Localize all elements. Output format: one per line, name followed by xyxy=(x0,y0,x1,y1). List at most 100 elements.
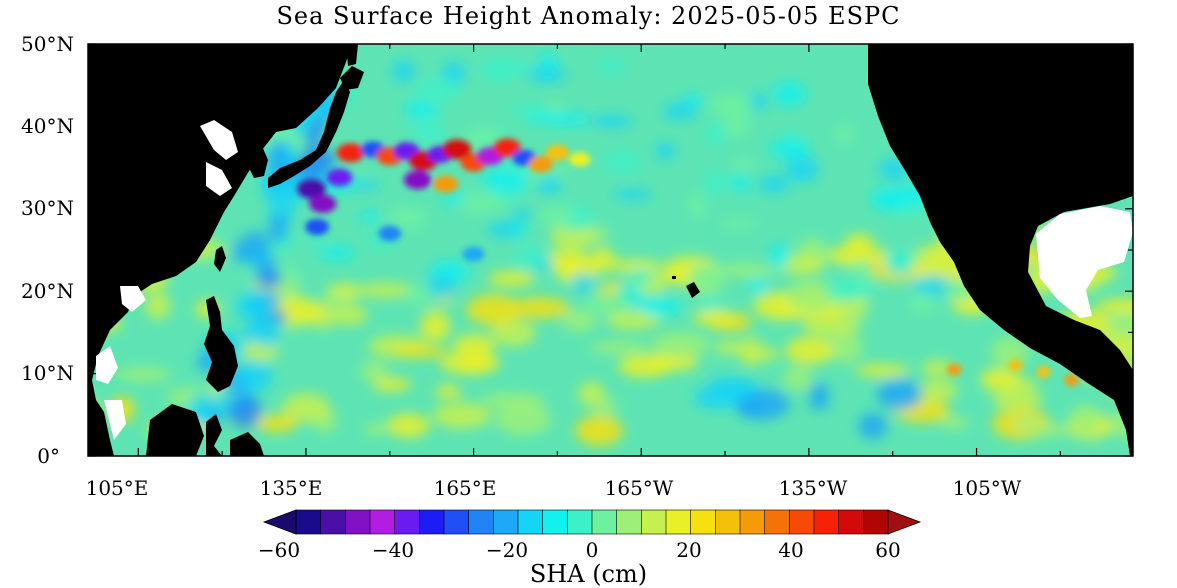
lon-tick-label: 135°W xyxy=(778,476,848,500)
sha-patch xyxy=(420,311,451,342)
sha-patch xyxy=(718,385,758,399)
sha-patch xyxy=(583,292,629,317)
sha-patch xyxy=(772,81,807,107)
sha-patch xyxy=(282,393,331,423)
sha-patch xyxy=(785,280,837,313)
sha-patch xyxy=(346,178,380,191)
sha-patch xyxy=(592,397,617,417)
sha-patch xyxy=(404,100,439,119)
lat-tick-label: 0° xyxy=(37,444,60,468)
sha-patch xyxy=(828,331,863,364)
sha-patch xyxy=(409,117,448,144)
land-sulawesi xyxy=(206,414,222,456)
lat-tick-label: 50°N xyxy=(21,32,74,56)
axis-ticks xyxy=(88,43,1133,457)
sha-patch xyxy=(495,403,551,435)
lat-tick-label: 20°N xyxy=(21,279,74,303)
colorbar-label: SHA (cm) xyxy=(529,560,648,588)
sha-patch xyxy=(911,292,935,314)
sha-eddy xyxy=(433,175,459,193)
colorbar xyxy=(262,509,922,535)
sha-patch xyxy=(457,192,506,214)
sha-patch xyxy=(538,204,575,228)
sha-patch xyxy=(699,295,724,312)
sha-patch xyxy=(301,143,335,178)
sha-patch xyxy=(439,352,501,375)
sha-patch xyxy=(704,121,727,147)
sha-patch xyxy=(785,155,819,183)
sha-eddy xyxy=(947,363,962,376)
colorbar-swatch xyxy=(789,509,815,535)
sha-patch xyxy=(826,246,889,264)
sha-eddy xyxy=(493,138,521,158)
sha-patch xyxy=(364,423,388,436)
sha-patch xyxy=(466,294,521,326)
sha-patch xyxy=(981,367,1021,388)
land-hawaii-small xyxy=(672,276,676,279)
sha-patch xyxy=(715,264,776,278)
sha-patch xyxy=(785,336,835,365)
colorbar-swatch xyxy=(591,509,618,535)
land-korea xyxy=(248,146,268,178)
sha-patch xyxy=(655,142,676,160)
sha-patch xyxy=(921,359,955,377)
sha-patch xyxy=(783,366,813,391)
colorbar-swatch xyxy=(641,509,667,535)
sha-patch xyxy=(359,211,382,223)
sha-patch xyxy=(487,271,536,287)
sha-patch xyxy=(913,275,953,298)
sha-eddy xyxy=(568,152,591,167)
sha-patch xyxy=(629,267,654,286)
sha-patch xyxy=(1069,404,1102,436)
sha-patch xyxy=(479,57,520,83)
land-sakhalin xyxy=(346,44,358,66)
colorbar-swatch xyxy=(493,509,519,535)
lon-tick-label: 165°E xyxy=(433,476,497,500)
sha-patch xyxy=(603,149,642,174)
sha-patch xyxy=(1014,416,1039,432)
sha-patch xyxy=(241,324,260,343)
sha-patch xyxy=(749,93,768,111)
sha-patch xyxy=(481,167,528,193)
sha-eddy xyxy=(297,179,326,199)
sha-eddy xyxy=(326,168,353,187)
colorbar-swatch xyxy=(665,509,692,535)
sha-patch xyxy=(991,389,1043,410)
sha-patch xyxy=(388,206,427,230)
colorbar-swatch xyxy=(715,509,741,535)
sha-patch xyxy=(432,402,492,429)
colorbar-swatch xyxy=(443,509,470,535)
sha-eddy xyxy=(309,194,337,214)
sha-patch xyxy=(748,277,768,294)
colorbar-swatch xyxy=(863,509,889,535)
sha-patch xyxy=(575,415,624,446)
sha-patch xyxy=(808,382,830,411)
sha-eddy xyxy=(442,139,472,160)
colorbar-swatch xyxy=(567,509,593,535)
sha-patch xyxy=(507,104,553,117)
lon-tick-label: 135°E xyxy=(259,476,323,500)
sha-patch xyxy=(645,352,699,372)
sha-patch xyxy=(537,175,562,195)
sha-patch xyxy=(487,221,520,238)
sha-patch xyxy=(512,209,532,222)
sha-patch xyxy=(688,193,706,219)
sha-eddy xyxy=(305,218,330,236)
coastal-mask xyxy=(96,120,238,440)
sha-eddy xyxy=(378,225,402,242)
sha-patch xyxy=(663,102,698,120)
sha-patch xyxy=(652,331,710,357)
sha-eddy xyxy=(545,144,570,161)
colorbar-swatch xyxy=(764,509,790,535)
sha-eddy xyxy=(462,246,485,262)
colorbar-tick-label: 0 xyxy=(585,538,599,562)
colorbar-min-arrow xyxy=(262,509,297,535)
land-north-america xyxy=(868,44,1133,456)
colorbar-swatch xyxy=(345,509,371,535)
colorbar-swatch xyxy=(468,509,494,535)
sha-patch xyxy=(360,360,389,382)
sha-patch xyxy=(991,337,1029,368)
sha-patch xyxy=(244,289,273,322)
sha-patch xyxy=(1031,424,1070,438)
sha-eddy xyxy=(403,170,432,190)
